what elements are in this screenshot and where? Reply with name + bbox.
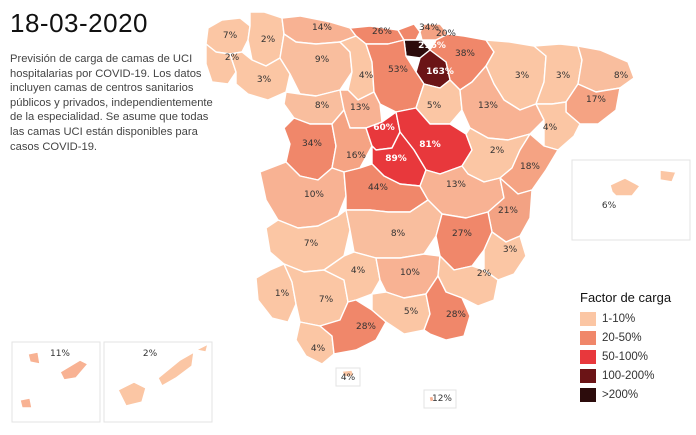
province-label-caceres: 10% — [304, 190, 324, 200]
province-label-melilla: 12% — [432, 394, 452, 404]
legend-label: 1-10% — [602, 312, 636, 325]
province-label-ceuta: 4% — [341, 373, 356, 383]
canarias-west-inset-frame — [11, 341, 101, 423]
province-albacete — [435, 211, 493, 271]
legend-item: 20-50% — [580, 328, 671, 347]
province-label-lleida: 3% — [556, 71, 571, 81]
province-label-huesca: 3% — [515, 71, 530, 81]
province-label-valladolid: 13% — [350, 103, 370, 113]
legend-title: Factor de carga — [580, 290, 672, 305]
province-cordoba — [323, 251, 381, 303]
province-label-guadalajara: 81% — [419, 140, 441, 150]
province-pontevedra — [205, 43, 237, 85]
legend: Factor de carga 1-10% 20-50% 50-100% 100-20… — [580, 290, 671, 404]
legend-item: 1-10% — [580, 309, 671, 328]
province-label-granada: 5% — [404, 307, 419, 317]
province-label-bizkaia: 34% — [419, 23, 439, 33]
legend-label: 20-50% — [602, 331, 642, 344]
province-label-badajoz: 7% — [304, 239, 319, 249]
province-label-ourense: 3% — [257, 75, 272, 85]
province-label-palencia: 4% — [359, 71, 374, 81]
province-almeria — [423, 275, 471, 341]
canarias-east-inset-frame — [103, 341, 213, 423]
province-label-alicante: 3% — [503, 245, 518, 255]
province-label-lugo: 2% — [261, 35, 276, 45]
baleares-inset-frame — [571, 159, 691, 241]
province-label-gipuzkoa: 20% — [436, 29, 456, 39]
province-label-segovia: 60% — [373, 123, 395, 133]
province-label-sevilla: 7% — [319, 295, 334, 305]
description-text: Previsión de carga de camas de UCI hospi… — [10, 53, 213, 153]
province-baleares — [609, 169, 677, 197]
ceuta-frame — [335, 367, 361, 387]
province-label-asturias: 14% — [312, 23, 332, 33]
province-label-girona: 8% — [614, 71, 629, 81]
province-label-almeria: 28% — [446, 310, 466, 320]
page-title: 18-03-2020 — [10, 8, 148, 38]
province-label-jaen: 10% — [400, 268, 420, 278]
province-label-cuenca: 13% — [446, 180, 466, 190]
province-alicante — [483, 231, 527, 281]
province-label-pontevedra: 2% — [225, 53, 240, 63]
legend-item: 100-200% — [580, 366, 671, 385]
province-label-soria: 5% — [427, 101, 442, 111]
province-label-zamora: 8% — [315, 101, 330, 111]
province-label-cadiz: 4% — [311, 344, 326, 354]
province-label-zaragoza: 13% — [478, 101, 498, 111]
province-label-la-rioja: 163% — [426, 67, 454, 77]
province-ceuta — [341, 369, 355, 378]
legend-swatch — [580, 387, 596, 402]
province-label-alava: 216% — [418, 41, 446, 51]
province-label-madrid: 89% — [385, 154, 407, 164]
province-santa-cruz-tenerife — [19, 351, 89, 409]
melilla-frame — [423, 389, 457, 409]
province-label-toledo: 44% — [368, 183, 388, 193]
province-label-cordoba: 4% — [351, 266, 366, 276]
province-label-albacete: 27% — [452, 229, 472, 239]
province-label-baleares: 6% — [602, 201, 617, 211]
province-las-palmas — [117, 343, 209, 407]
province-label-cantabria: 26% — [372, 27, 392, 37]
legend-swatch — [580, 349, 596, 364]
province-label-las-palmas: 2% — [143, 349, 158, 359]
province-label-murcia: 2% — [477, 269, 492, 279]
province-label-navarra: 38% — [455, 49, 475, 59]
province-label-leon: 9% — [315, 55, 330, 65]
legend-swatch — [580, 311, 596, 326]
province-label-malaga: 28% — [356, 322, 376, 332]
province-tarragona — [535, 101, 581, 151]
legend-label: 100-200% — [602, 369, 655, 382]
province-label-valencia: 21% — [498, 206, 518, 216]
province-ourense — [229, 51, 291, 101]
province-label-salamanca: 34% — [302, 139, 322, 149]
legend-swatch — [580, 368, 596, 383]
province-label-barcelona: 17% — [586, 95, 606, 105]
legend-item: 50-100% — [580, 347, 671, 366]
province-bizkaia — [397, 23, 421, 41]
province-label-a-coruna: 7% — [223, 31, 238, 41]
province-label-ciudad-real: 8% — [391, 229, 406, 239]
province-girona — [577, 45, 635, 93]
legend-label: >200% — [602, 388, 639, 401]
province-label-tarragona: 4% — [543, 123, 558, 133]
province-label-avila: 16% — [346, 151, 366, 161]
province-label-castellon: 18% — [520, 162, 540, 172]
legend-label: 50-100% — [602, 350, 649, 363]
province-leon — [279, 33, 353, 97]
legend-swatch — [580, 330, 596, 345]
province-label-huelva: 1% — [275, 289, 290, 299]
legend-item: >200% — [580, 385, 671, 404]
province-melilla — [428, 395, 435, 403]
province-label-burgos: 53% — [388, 65, 408, 75]
province-label-teruel: 2% — [490, 146, 505, 156]
province-avila — [331, 109, 373, 173]
province-label-santa-cruz-tenerife: 11% — [50, 349, 70, 359]
